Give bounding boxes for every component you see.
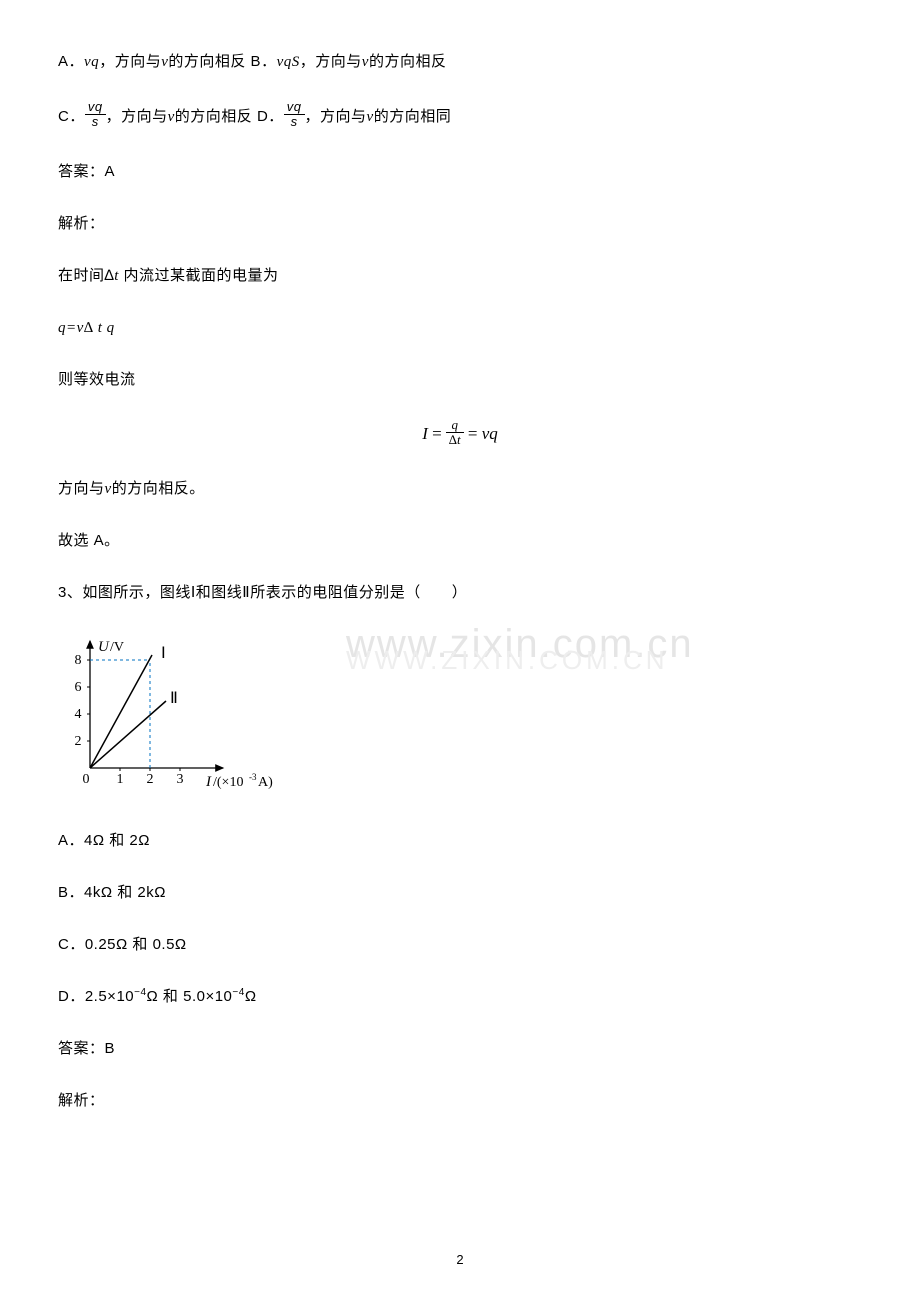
answer-label: 答案： <box>58 1040 105 1057</box>
q3-answer: 答案：B <box>58 1037 862 1061</box>
q2-explain-line3: 则等效电流 <box>58 368 862 392</box>
eq-sign: = <box>464 424 482 443</box>
option-b-label: B． <box>246 53 277 70</box>
option-d-label: D． <box>252 108 284 125</box>
option-c-label: C． <box>58 108 85 125</box>
frac-num: vq <box>85 100 106 115</box>
q3-chart: 2 4 6 8 0 1 2 3 Ⅰ Ⅱ U /V <box>58 633 862 801</box>
q2-explain-line1: 在时间∆t 内流过某截面的电量为 <box>58 264 862 288</box>
option-d-var: v <box>367 109 374 125</box>
option-a-text: ，方向与 <box>99 53 161 70</box>
option-b-text: ，方向与 <box>300 53 362 70</box>
q2-conclusion: 故选 A。 <box>58 529 862 553</box>
text: 3、如图所示，图线 <box>58 584 191 601</box>
frac-den: s <box>284 115 305 129</box>
eq-sign: = <box>428 424 446 443</box>
frac-num: vq <box>284 100 305 115</box>
text: 内流过某截面的电量为 <box>119 267 279 284</box>
frac-den: s <box>85 115 106 129</box>
frac-den: ∆t <box>446 433 464 447</box>
svg-text:Ⅱ: Ⅱ <box>170 690 178 707</box>
option-a-label: A． <box>58 53 84 70</box>
page-number: 2 <box>456 1250 463 1271</box>
q2-explain-label: 解析： <box>58 212 862 236</box>
q2-equation-main: I = q∆t = vq <box>58 420 862 450</box>
option-c-tail: 的方向相反 <box>175 108 253 125</box>
svg-text:3: 3 <box>177 772 184 787</box>
q3-option-c: C．0.25Ω 和 0.5Ω <box>58 933 862 957</box>
svg-text:0: 0 <box>83 772 90 787</box>
option-a-expr: vq <box>84 54 99 70</box>
answer-value: A <box>105 163 116 180</box>
svg-text:8: 8 <box>75 653 82 668</box>
var-v: v <box>105 481 112 497</box>
answer-value: B <box>105 1040 116 1057</box>
q3-option-b: B．4kΩ 和 2kΩ <box>58 881 862 905</box>
svg-text:1: 1 <box>117 772 124 787</box>
option-d-frac: vqs <box>284 100 305 130</box>
q3-option-a: A．4Ω 和 2Ω <box>58 829 862 853</box>
equation-inline: q=v∆ t q <box>58 320 115 336</box>
svg-text:6: 6 <box>75 680 82 695</box>
q2-options-ab: A．vq，方向与v的方向相反 B．vqS，方向与v的方向相反 <box>58 50 862 74</box>
svg-text:U: U <box>98 639 110 655</box>
q3-explain-label: 解析： <box>58 1089 862 1113</box>
q3-stem: 3、如图所示，图线Ⅰ和图线Ⅱ所表示的电阻值分别是（ ） <box>58 581 862 605</box>
text: Ω 和 5.0×10 <box>147 988 233 1005</box>
q2-explain-line4: 方向与v的方向相反。 <box>58 477 862 501</box>
svg-text:A): A) <box>258 775 273 790</box>
text: 所表示的电阻值分别是（ ） <box>250 584 467 601</box>
eq-frac: q∆t <box>446 418 464 448</box>
svg-text:I: I <box>205 774 212 790</box>
text: 在时间∆ <box>58 267 114 284</box>
svg-text:-3: -3 <box>249 772 257 782</box>
text: D．2.5×10 <box>58 988 134 1005</box>
option-d-tail: 的方向相同 <box>374 108 452 125</box>
svg-text:4: 4 <box>75 707 82 722</box>
q2-options-cd: C．vqs，方向与v的方向相反 D．vqs，方向与v的方向相同 <box>58 102 862 132</box>
option-b-var: v <box>362 54 369 70</box>
option-d-text: ，方向与 <box>305 108 367 125</box>
chart-svg: 2 4 6 8 0 1 2 3 Ⅰ Ⅱ U /V <box>58 633 288 793</box>
q2-answer: 答案：A <box>58 160 862 184</box>
text: 方向与 <box>58 480 105 497</box>
q3-option-d: D．2.5×10−4Ω 和 5.0×10−4Ω <box>58 985 862 1009</box>
text: Ω <box>245 988 257 1005</box>
frac-num: q <box>446 418 464 433</box>
svg-text:2: 2 <box>147 772 154 787</box>
option-c-text: ，方向与 <box>106 108 168 125</box>
roman-II: Ⅱ <box>242 584 250 601</box>
option-c-frac: vqs <box>85 100 106 130</box>
option-c-var: v <box>168 109 175 125</box>
eq-rhs: vq <box>482 424 498 443</box>
svg-text:Ⅰ: Ⅰ <box>161 645 166 662</box>
svg-text:2: 2 <box>75 734 82 749</box>
text: 的方向相反。 <box>112 480 205 497</box>
svg-text:/(×10: /(×10 <box>213 775 243 790</box>
option-b-tail: 的方向相反 <box>369 53 447 70</box>
exponent: −4 <box>134 987 146 998</box>
option-a-tail: 的方向相反 <box>168 53 246 70</box>
answer-label: 答案： <box>58 163 105 180</box>
exponent: −4 <box>232 987 244 998</box>
text: 和图线 <box>196 584 243 601</box>
q2-explain-line2: q=v∆ t q <box>58 316 862 340</box>
page-content: A．vq，方向与v的方向相反 B．vqS，方向与v的方向相反 C．vqs，方向与… <box>58 50 862 1113</box>
option-b-expr: vqS <box>277 54 300 70</box>
svg-text:/V: /V <box>110 640 124 655</box>
